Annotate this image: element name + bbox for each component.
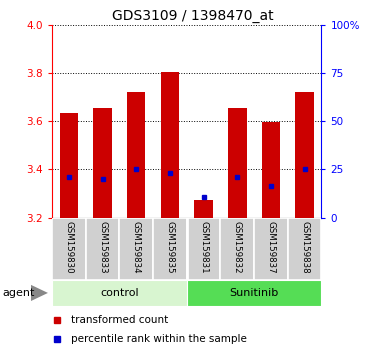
Bar [52,218,85,280]
Bar [93,108,112,218]
Bar [119,218,153,280]
Text: GSM159833: GSM159833 [98,221,107,274]
Bar [220,218,254,280]
Bar [187,280,321,306]
Bar [254,218,288,280]
Text: percentile rank within the sample: percentile rank within the sample [71,333,247,344]
Bar [187,218,220,280]
Text: Sunitinib: Sunitinib [229,288,279,298]
Text: GDS3109 / 1398470_at: GDS3109 / 1398470_at [112,9,273,23]
Text: GSM159837: GSM159837 [266,221,275,274]
Bar [288,218,321,280]
Bar [161,72,179,218]
Text: GSM159832: GSM159832 [233,221,242,274]
Text: GSM159834: GSM159834 [132,221,141,274]
Bar [295,92,314,218]
Bar [127,92,146,218]
Text: GSM159830: GSM159830 [64,221,73,274]
Text: transformed count: transformed count [71,315,168,325]
Bar [228,108,246,218]
Text: GSM159835: GSM159835 [166,221,174,274]
Text: GSM159838: GSM159838 [300,221,309,274]
Text: GSM159831: GSM159831 [199,221,208,274]
Bar [60,113,78,218]
Bar [52,280,187,306]
Bar [153,218,187,280]
Bar [194,200,213,218]
Text: agent: agent [2,288,34,298]
Polygon shape [31,285,48,301]
Bar [262,122,280,218]
Text: control: control [100,288,139,298]
Bar [85,218,119,280]
